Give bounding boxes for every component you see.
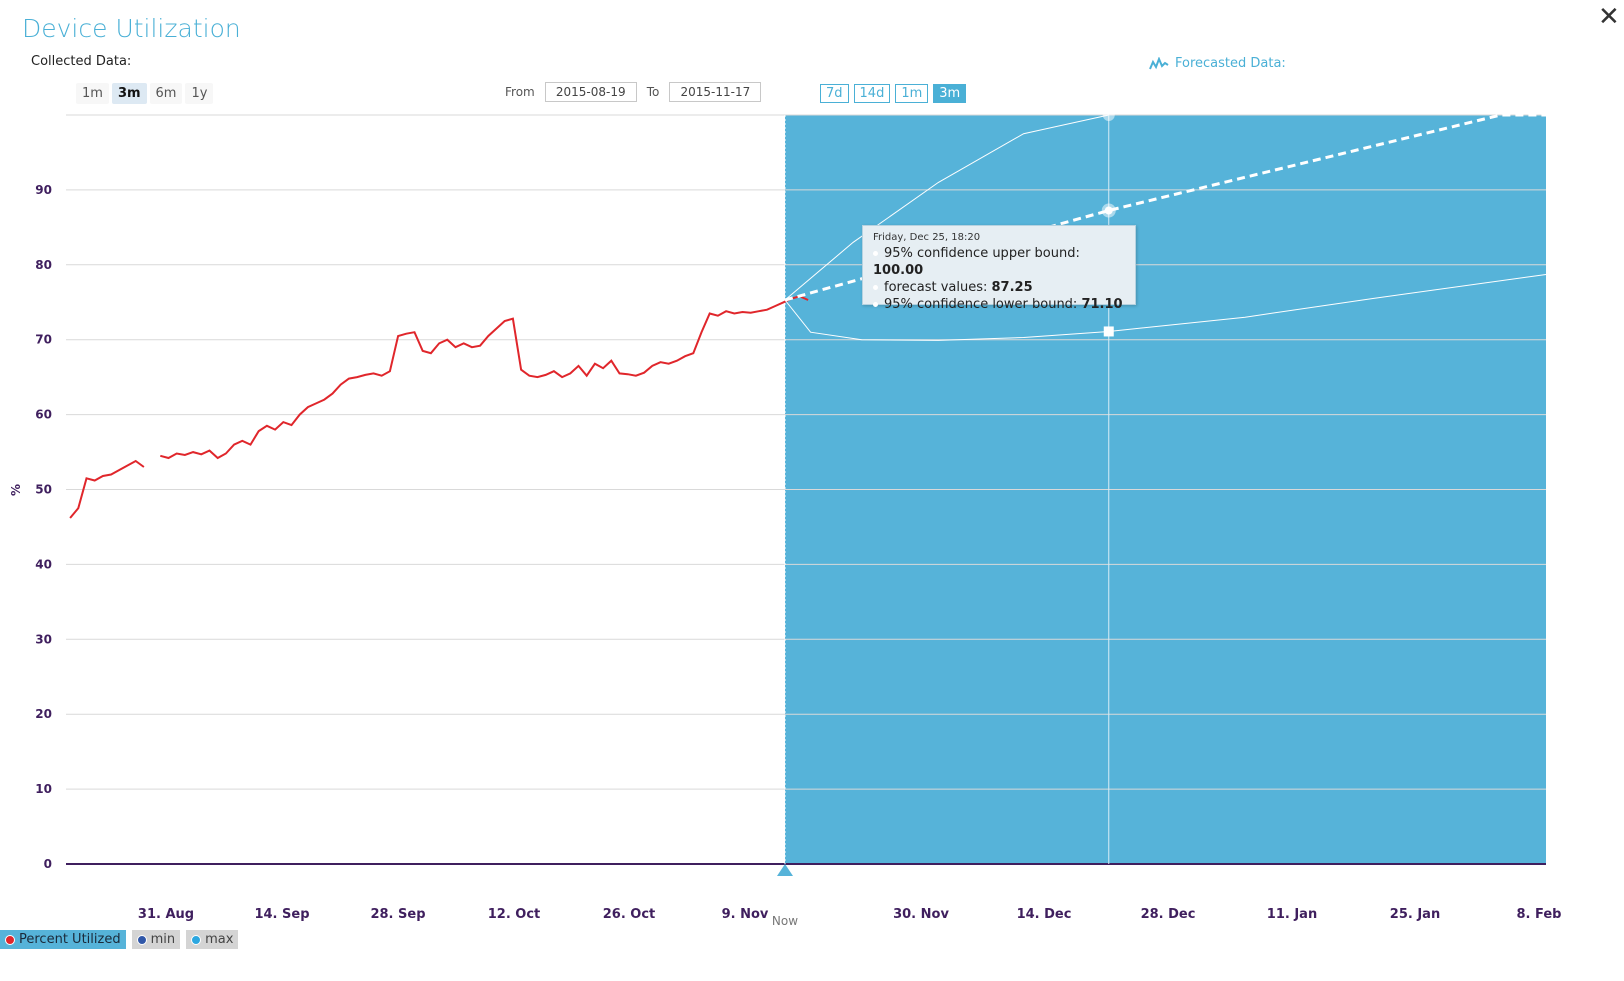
y-tick-label: 50 — [35, 483, 52, 497]
y-tick-label: 30 — [35, 632, 52, 646]
x-tick-label: 31. Aug — [138, 907, 194, 922]
x-tick-label: 30. Nov — [893, 907, 949, 922]
x-tick-label: 28. Sep — [370, 907, 425, 922]
forecast-data-label: Forecasted Data: — [1175, 56, 1286, 71]
legend-item-max[interactable]: max — [186, 930, 239, 949]
range-button-1m[interactable]: 1m — [76, 83, 109, 104]
x-tick-label: 28. Dec — [1141, 907, 1196, 922]
x-tick-label: 9. Nov — [722, 907, 769, 922]
forecast-header: Forecasted Data: — [1149, 56, 1286, 71]
now-marker-icon — [777, 864, 793, 876]
chart-legend: Percent Utilized min max — [0, 930, 239, 949]
y-tick-label: 80 — [35, 258, 52, 272]
series-line-percent-utilized — [160, 295, 809, 460]
to-date-input[interactable] — [669, 82, 762, 102]
forecast-button-7d[interactable]: 7d — [820, 84, 849, 103]
highlight-lower-point — [1103, 326, 1114, 337]
forecast-button-3m[interactable]: 3m — [933, 84, 967, 103]
now-label: Now — [772, 914, 798, 928]
close-icon[interactable]: ✕ — [1598, 2, 1620, 32]
range-button-6m[interactable]: 6m — [149, 83, 183, 104]
forecast-line — [784, 113, 1546, 302]
x-tick-label: 14. Sep — [254, 907, 309, 922]
lower-bound-line — [784, 274, 1547, 341]
range-selector: 1m 3m 6m 1y — [76, 83, 214, 104]
legend-item-min[interactable]: min — [131, 930, 181, 949]
page-title: Device Utilization — [22, 14, 241, 43]
upper-bound-line — [784, 114, 1109, 301]
y-axis-label: % — [9, 484, 23, 496]
from-date-input[interactable] — [544, 82, 637, 102]
tooltip-row-lower: 95% confidence lower bound: 71.10 — [873, 296, 1125, 313]
series-line-percent-utilized — [69, 459, 145, 519]
y-tick-label: 70 — [35, 333, 52, 347]
legend-dot-icon — [136, 934, 147, 945]
to-label: To — [646, 85, 660, 99]
legend-dot-icon — [191, 934, 202, 945]
tooltip-date: Friday, Dec 25, 18:20 — [873, 232, 981, 243]
y-tick-label: 10 — [35, 782, 52, 796]
tooltip-row-forecast: forecast values: 87.25 — [873, 279, 1125, 296]
from-label: From — [505, 85, 535, 99]
x-tick-label: 11. Jan — [1267, 907, 1317, 922]
collected-data-label: Collected Data: — [31, 54, 132, 69]
forecast-wave-icon — [1149, 56, 1169, 69]
y-tick-label: 90 — [35, 183, 52, 197]
legend-item-percent-utilized[interactable]: Percent Utilized — [0, 930, 126, 949]
forecast-button-1m[interactable]: 1m — [895, 84, 929, 103]
range-button-3m[interactable]: 3m — [111, 83, 147, 104]
x-tick-label: 8. Feb — [1517, 907, 1562, 922]
x-tick-label: 26. Oct — [603, 907, 656, 922]
x-tick-label: 12. Oct — [488, 907, 541, 922]
range-button-1y[interactable]: 1y — [185, 83, 214, 104]
legend-dot-icon — [5, 934, 15, 945]
chart-tooltip: Friday, Dec 25, 18:20 95% confidence upp… — [862, 225, 1136, 312]
forecast-range-selector: 7d 14d 1m 3m — [820, 84, 967, 103]
x-tick-label: 25. Jan — [1390, 907, 1440, 922]
y-tick-label: 40 — [35, 557, 52, 571]
tooltip-row-upper: 95% confidence upper bound: 100.00 — [873, 246, 1080, 278]
highlight-forecast-point — [1104, 206, 1113, 215]
x-tick-label: 14. Dec — [1017, 907, 1072, 922]
forecast-button-14d[interactable]: 14d — [853, 84, 891, 103]
date-range: From To — [505, 82, 762, 102]
y-tick-label: 0 — [44, 857, 52, 871]
highlight-upper-point — [1102, 109, 1115, 121]
y-tick-label: 60 — [35, 408, 52, 422]
y-tick-label: 20 — [35, 707, 52, 721]
